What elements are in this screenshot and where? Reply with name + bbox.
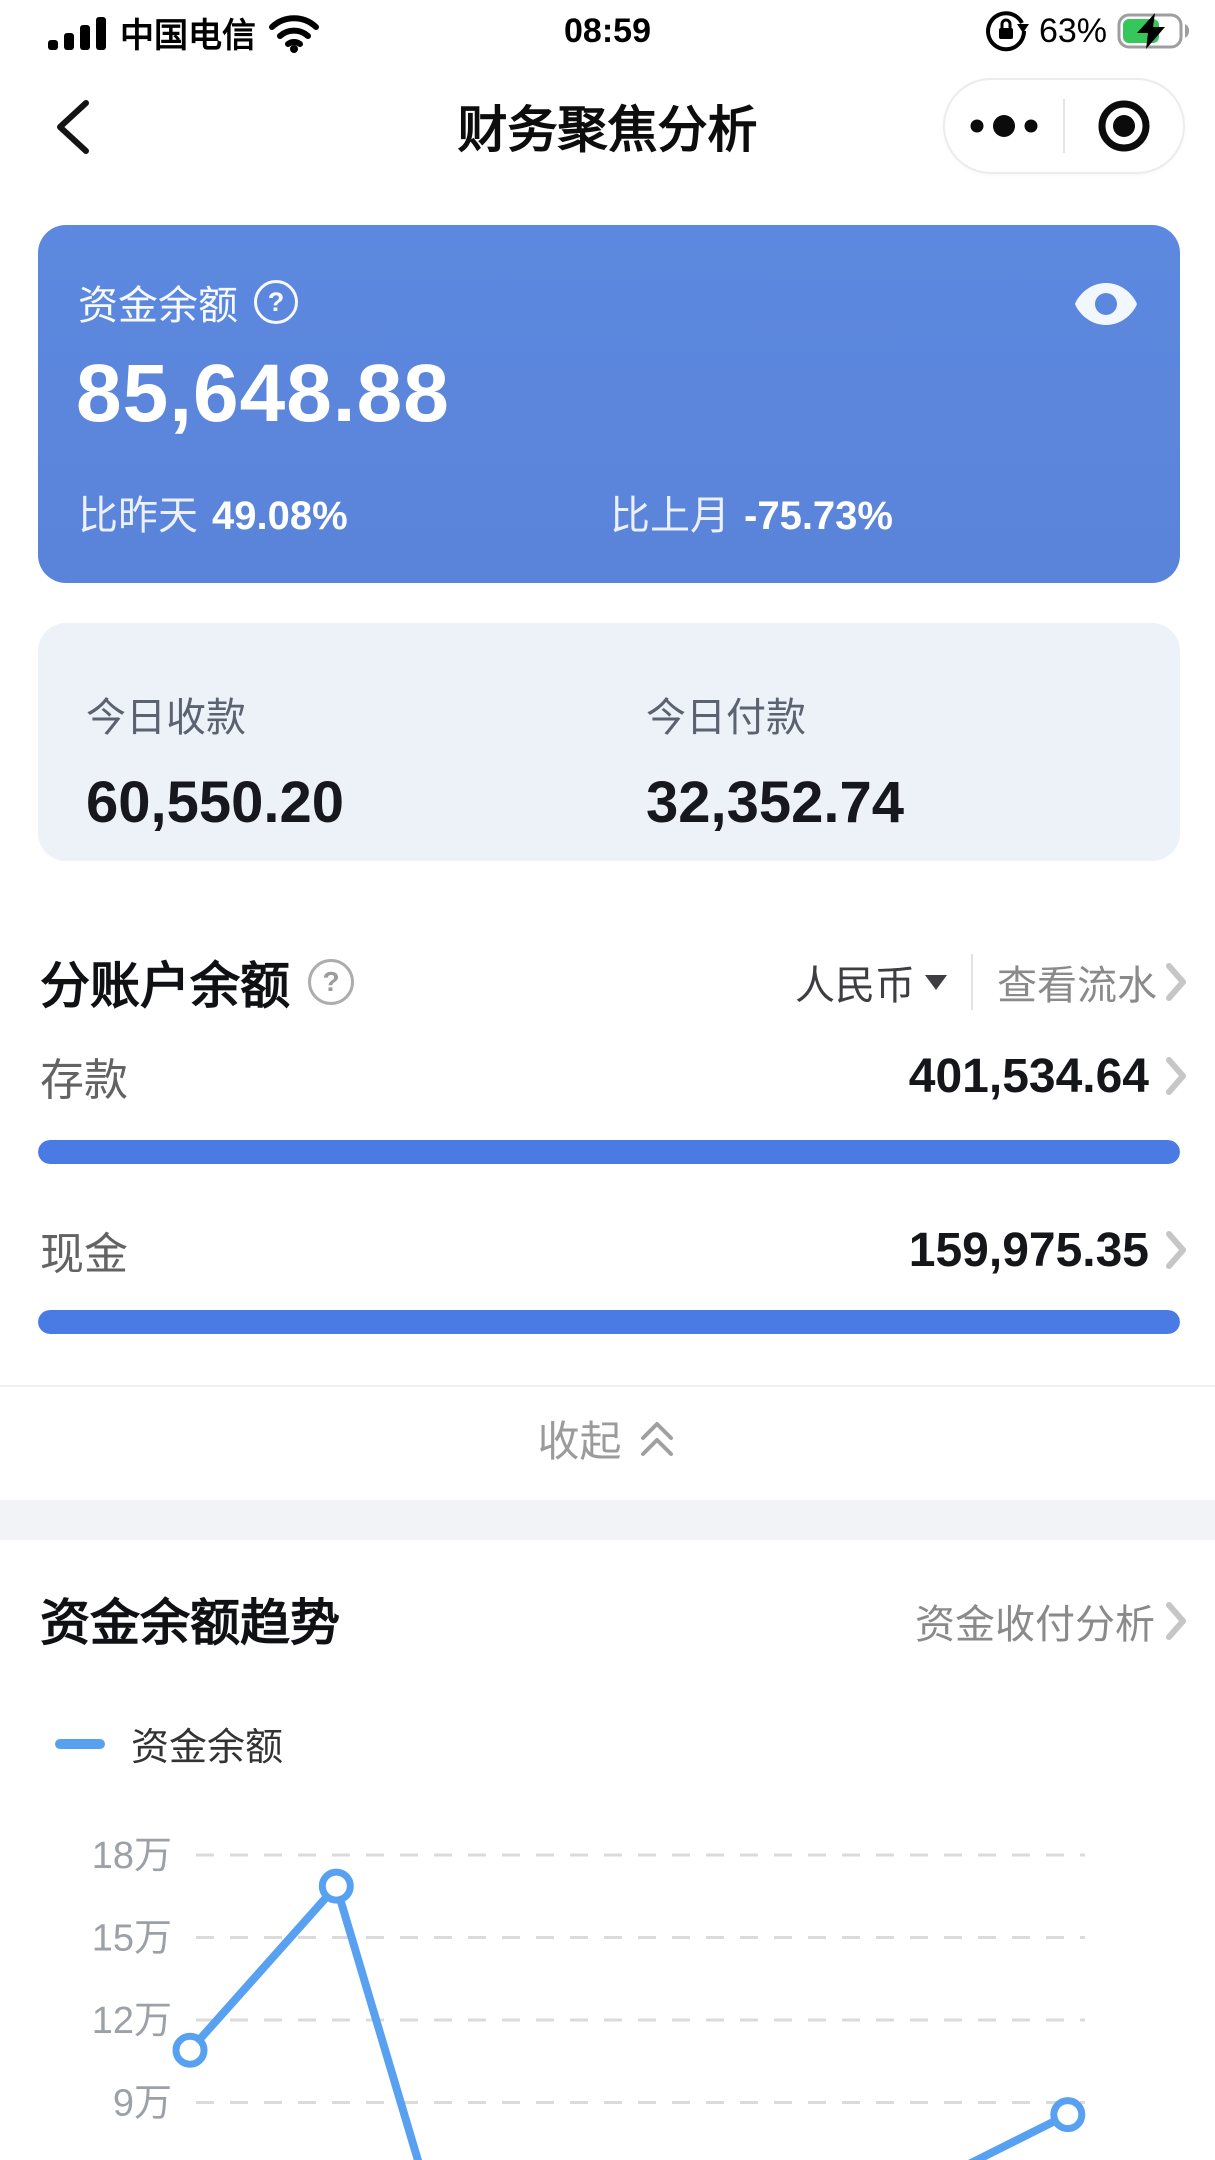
exit-button[interactable] <box>1065 80 1183 172</box>
balance-trend-chart: 18万 15万 12万 9万 <box>92 1835 1086 2160</box>
trend-analysis-link[interactable]: 资金收付分析 <box>915 1592 1187 1650</box>
today-income-value: 60,550.20 <box>86 770 345 835</box>
balance-label: 资金余额 <box>78 284 238 328</box>
signal-bars-icon <box>48 16 106 50</box>
chevron-right-icon <box>1166 1602 1186 1640</box>
collapse-label: 收起 <box>537 1418 622 1465</box>
trend-link-label: 资金收付分析 <box>915 1603 1155 1647</box>
chevron-right-icon <box>1166 963 1186 1001</box>
double-chevron-up-icon <box>640 1421 673 1456</box>
trend-title: 资金余额趋势 <box>40 1595 340 1651</box>
legend-label: 资金余额 <box>131 1727 284 1769</box>
currency-label: 人民币 <box>795 964 915 1008</box>
chevron-down-icon <box>925 974 947 990</box>
legend-line-swatch <box>55 1738 105 1749</box>
balance-amount: 85,648.88 <box>76 348 450 439</box>
divider <box>971 954 973 1010</box>
today-card: 今日收款 60,550.20 今日付款 32,352.74 <box>38 623 1180 861</box>
clock: 08:59 <box>564 12 651 50</box>
orientation-lock-icon <box>985 11 1029 52</box>
status-bar: 中国电信 08:59 63% <box>0 0 1215 62</box>
cash-progress-bar <box>38 1310 1180 1334</box>
currency-dropdown[interactable]: 人民币 <box>795 953 947 1011</box>
account-row-cash[interactable]: 现金 159,975.35 <box>40 1222 1187 1279</box>
deposit-progress-fill <box>38 1140 1180 1164</box>
view-flow-label: 查看流水 <box>997 964 1157 1008</box>
account-value: 159,975.35 <box>908 1223 1149 1277</box>
svg-text:15万: 15万 <box>92 1918 172 1960</box>
help-icon[interactable]: ? <box>308 959 354 1005</box>
today-payment-label: 今日付款 <box>646 696 806 740</box>
account-row-deposit[interactable]: 存款 401,534.64 <box>40 1048 1187 1105</box>
accounts-tools: 人民币 查看流水 <box>795 952 1187 1012</box>
compare-yesterday: 比昨天 49.08% <box>78 483 348 541</box>
compare-yesterday-label: 比昨天 <box>78 494 198 538</box>
svg-text:12万: 12万 <box>92 2000 172 2042</box>
more-dots-icon <box>970 115 1038 137</box>
eye-icon[interactable] <box>1074 281 1138 327</box>
balance-card: 资金余额 ? 85,648.88 比昨天 49.08% 比上月 -75.73% <box>38 225 1180 583</box>
today-payment-value: 32,352.74 <box>646 770 905 835</box>
compare-last-month-label: 比上月 <box>610 494 730 538</box>
page-title: 财务聚焦分析 <box>457 102 758 158</box>
section-divider-band <box>0 1500 1215 1540</box>
battery-charging-icon <box>1117 13 1190 49</box>
collapse-button[interactable]: 收起 <box>0 1408 1215 1469</box>
carrier-label: 中国电信 <box>120 17 256 55</box>
divider <box>0 1385 1215 1387</box>
today-income-label: 今日收款 <box>86 696 246 740</box>
accounts-header: 分账户余额 ? <box>40 946 354 1018</box>
account-label: 现金 <box>40 1230 128 1279</box>
nav-bar: 财务聚焦分析 <box>0 62 1215 190</box>
compare-last-month: 比上月 -75.73% <box>610 483 893 541</box>
cash-progress-fill <box>38 1310 1180 1334</box>
deposit-progress-bar <box>38 1140 1180 1164</box>
more-button[interactable] <box>945 80 1063 172</box>
miniprogram-capsule <box>943 78 1185 174</box>
chart-legend: 资金余额 <box>55 1716 283 1771</box>
help-icon[interactable]: ? <box>254 280 298 324</box>
accounts-title: 分账户余额 <box>40 958 290 1014</box>
chevron-right-icon <box>1166 1231 1186 1269</box>
status-right: 63% <box>983 8 1191 54</box>
today-payment: 今日付款 32,352.74 <box>646 685 904 836</box>
status-left: 中国电信 <box>48 8 320 57</box>
svg-text:18万: 18万 <box>92 1835 172 1877</box>
compare-yesterday-value: 49.08% <box>212 494 348 538</box>
battery-percent: 63% <box>1038 11 1107 50</box>
capsule-divider <box>1063 99 1065 153</box>
chevron-right-icon <box>1166 1057 1186 1095</box>
target-exit-icon <box>1098 100 1150 152</box>
compare-last-month-value: -75.73% <box>744 494 893 538</box>
account-value: 401,534.64 <box>908 1049 1149 1103</box>
wifi-icon <box>269 14 319 53</box>
svg-text:9万: 9万 <box>113 2083 172 2125</box>
back-button[interactable] <box>52 98 96 156</box>
account-label: 存款 <box>40 1056 128 1105</box>
today-income: 今日收款 60,550.20 <box>86 685 344 836</box>
view-flow-link[interactable]: 查看流水 <box>997 953 1187 1011</box>
